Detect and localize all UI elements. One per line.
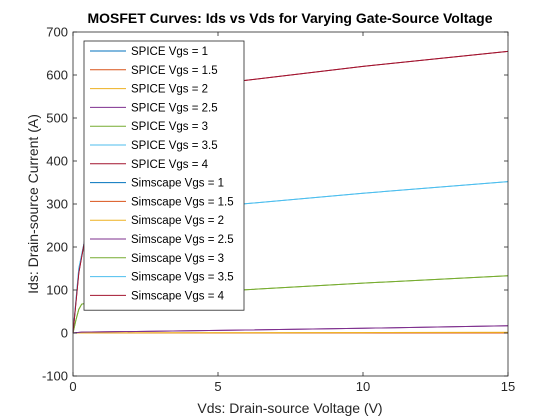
y-tick-label: 400 bbox=[46, 154, 68, 169]
legend-entry: SPICE Vgs = 3.5 bbox=[131, 140, 218, 152]
y-tick-label: 300 bbox=[46, 197, 68, 212]
x-tick-label: 0 bbox=[69, 379, 76, 394]
x-axis-label: Vds: Drain-source Voltage (V) bbox=[197, 400, 382, 416]
legend-entry: Simscape Vgs = 3 bbox=[131, 253, 224, 265]
y-tick-label: 500 bbox=[46, 111, 68, 126]
x-tick-label: 5 bbox=[214, 379, 221, 394]
y-tick-label: 600 bbox=[46, 68, 68, 83]
legend-entry: SPICE Vgs = 1.5 bbox=[131, 65, 218, 77]
legend-entry: SPICE Vgs = 4 bbox=[131, 159, 209, 171]
legend-entry: Simscape Vgs = 2 bbox=[131, 215, 224, 227]
y-tick-label: 700 bbox=[46, 25, 68, 40]
x-tick-label: 15 bbox=[501, 379, 515, 394]
legend-entry: Simscape Vgs = 1 bbox=[131, 178, 224, 190]
legend-entry: SPICE Vgs = 2.5 bbox=[131, 102, 218, 114]
y-tick-label: -100 bbox=[42, 369, 68, 384]
y-tick-label: 100 bbox=[46, 283, 68, 298]
y-tick-label: 0 bbox=[61, 326, 68, 341]
y-tick-label: 200 bbox=[46, 240, 68, 255]
legend-entry: SPICE Vgs = 1 bbox=[131, 46, 208, 58]
series-line-10 bbox=[72, 331, 509, 334]
series-line-11 bbox=[72, 325, 509, 334]
legend-entry: SPICE Vgs = 3 bbox=[131, 121, 208, 133]
legend-box bbox=[83, 40, 245, 311]
legend-entry: Simscape Vgs = 2.5 bbox=[131, 234, 234, 246]
chart-title: MOSFET Curves: Ids vs Vds for Varying Ga… bbox=[87, 10, 492, 26]
y-axis-label: Ids: Drain-source Current (A) bbox=[25, 114, 41, 294]
legend: SPICE Vgs = 1 SPICE Vgs = 1.5 SPICE Vgs = … bbox=[83, 40, 245, 311]
legend-entry: SPICE Vgs = 2 bbox=[131, 84, 208, 96]
legend-entry: Simscape Vgs = 3.5 bbox=[131, 272, 234, 284]
legend-entry: Simscape Vgs = 1.5 bbox=[131, 196, 234, 208]
x-tick-label: 10 bbox=[356, 379, 370, 394]
legend-entry: Simscape Vgs = 4 bbox=[131, 290, 225, 302]
